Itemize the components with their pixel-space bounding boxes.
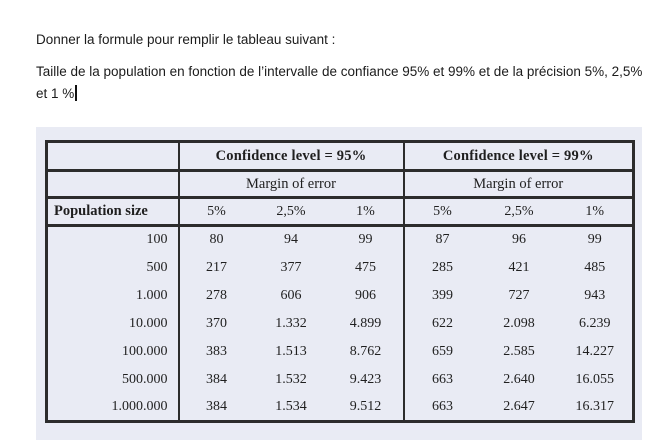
population-value: 10.000	[46, 309, 180, 338]
cell-value: 16.055	[575, 371, 615, 387]
description-line-2-text: et 1 %	[36, 86, 75, 101]
table-row: 500 217 377 475 285 421 485	[46, 253, 634, 282]
cell-value: 96	[512, 232, 526, 248]
empty-corner-cell	[46, 141, 180, 172]
table-row: 1.000 278 606 906 399 727 943	[46, 281, 634, 310]
table-row: 1.000.000 384 1.534 9.512 663 2.647 16.3…	[46, 393, 634, 422]
cell-value: 370	[206, 315, 227, 331]
cell-value: 383	[206, 343, 227, 359]
cell-value: 663	[402, 365, 481, 394]
cell-value: 377	[280, 259, 302, 275]
population-value: 100	[46, 225, 180, 254]
population-value: 1.000	[46, 281, 180, 310]
cell-value: 2.640	[503, 371, 535, 387]
population-value: 100.000	[46, 337, 180, 366]
cell-value: 421	[508, 259, 530, 275]
cell-value: 99	[587, 232, 602, 248]
cell-value: 2.647	[503, 398, 535, 414]
cell-value: 14.227	[575, 343, 615, 359]
cell-value: 1.332	[275, 315, 307, 331]
cell-value: 1.534	[275, 398, 307, 414]
col-99-2.5pct: 2,5%	[480, 197, 558, 227]
cell-value: 278	[206, 287, 227, 303]
cell-value: 80	[209, 232, 224, 248]
table-row-subheaders: Margin of error Margin of error	[46, 170, 634, 199]
cell-value: 9.512	[349, 398, 382, 414]
col-95-1pct: 1%	[328, 197, 404, 227]
col-99-5pct: 5%	[402, 197, 481, 227]
col-99-1pct: 1%	[557, 197, 634, 227]
cell-value: 2.585	[503, 343, 535, 359]
population-value: 500	[46, 253, 180, 282]
population-size-table: Confidence level = 95% Confidence level …	[45, 140, 635, 423]
cell-value: 399	[402, 281, 481, 310]
table-row: 500.000 384 1.532 9.423 663 2.640 16.055	[46, 365, 634, 394]
description-line-1: Taille de la population en fonction de l…	[36, 64, 643, 79]
table-row-column-headers: Population size 5% 2,5% 1% 5% 2,5% 1%	[46, 197, 634, 227]
cell-value: 285	[402, 253, 481, 282]
cell-value: 8.762	[349, 343, 382, 359]
cell-value: 606	[280, 287, 302, 303]
empty-corner-cell	[46, 170, 180, 199]
cell-value: 16.317	[575, 398, 615, 414]
cell-value: 475	[355, 259, 376, 275]
cell-value: 217	[206, 259, 227, 275]
cell-value: 6.239	[579, 315, 611, 331]
cell-value: 384	[206, 398, 227, 414]
description-line-2: et 1 %	[36, 83, 636, 105]
cell-value: 906	[355, 287, 376, 303]
population-size-label: Population size	[46, 197, 180, 227]
cell-value: 99	[358, 232, 373, 248]
confidence-95-header: Confidence level = 95%	[178, 141, 404, 172]
cell-value: 727	[508, 287, 530, 303]
cell-value: 1.532	[275, 371, 307, 387]
cell-value: 384	[206, 371, 227, 387]
population-value: 1.000.000	[46, 393, 180, 422]
description-paragraph[interactable]: Taille de la population en fonction de l…	[36, 61, 643, 105]
embedded-table-image[interactable]: Confidence level = 95% Confidence level …	[36, 127, 642, 440]
col-95-5pct: 5%	[178, 197, 254, 227]
cell-value: 943	[584, 287, 606, 303]
cell-value: 1.513	[275, 343, 307, 359]
cell-value: 87	[402, 225, 481, 254]
margin-of-error-95-label: Margin of error	[178, 170, 404, 199]
table-row: 10.000 370 1.332 4.899 622 2.098 6.239	[46, 309, 634, 338]
cell-value: 663	[402, 393, 481, 422]
cell-value: 4.899	[349, 315, 382, 331]
margin-of-error-99-label: Margin of error	[402, 170, 634, 199]
cell-value: 9.423	[349, 371, 382, 387]
cell-value: 94	[284, 232, 298, 248]
cell-value: 485	[584, 259, 606, 275]
text-cursor	[75, 85, 77, 101]
col-95-2.5pct: 2,5%	[253, 197, 329, 227]
cell-value: 622	[402, 309, 481, 338]
instruction-paragraph[interactable]: Donner la formule pour remplir le tablea…	[36, 32, 336, 47]
table-row-group-headers: Confidence level = 95% Confidence level …	[46, 141, 634, 172]
cell-value: 2.098	[503, 315, 535, 331]
confidence-99-header: Confidence level = 99%	[402, 141, 634, 172]
table-row: 100 80 94 99 87 96 99	[46, 225, 634, 254]
cell-value: 659	[402, 337, 481, 366]
population-value: 500.000	[46, 365, 180, 394]
table-row: 100.000 383 1.513 8.762 659 2.585 14.227	[46, 337, 634, 366]
